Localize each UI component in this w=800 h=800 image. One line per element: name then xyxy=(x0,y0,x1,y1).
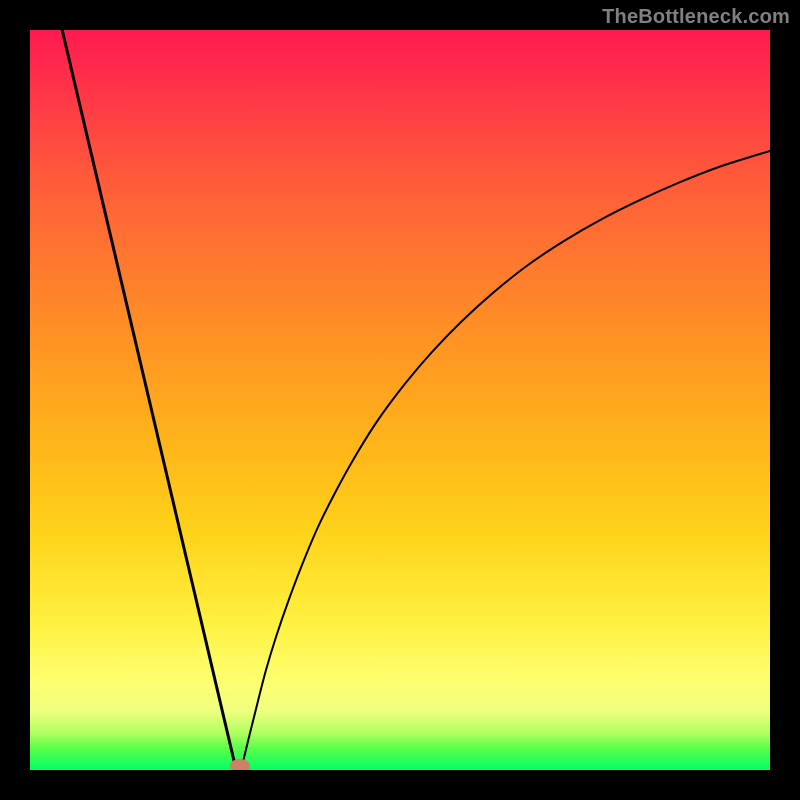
curve-svg xyxy=(30,30,770,770)
curve-left-segment xyxy=(61,30,235,765)
curve-right-segment xyxy=(242,151,770,766)
plot-area xyxy=(30,30,770,770)
chart-container: TheBottleneck.com xyxy=(0,0,800,800)
attribution-text: TheBottleneck.com xyxy=(602,6,790,29)
